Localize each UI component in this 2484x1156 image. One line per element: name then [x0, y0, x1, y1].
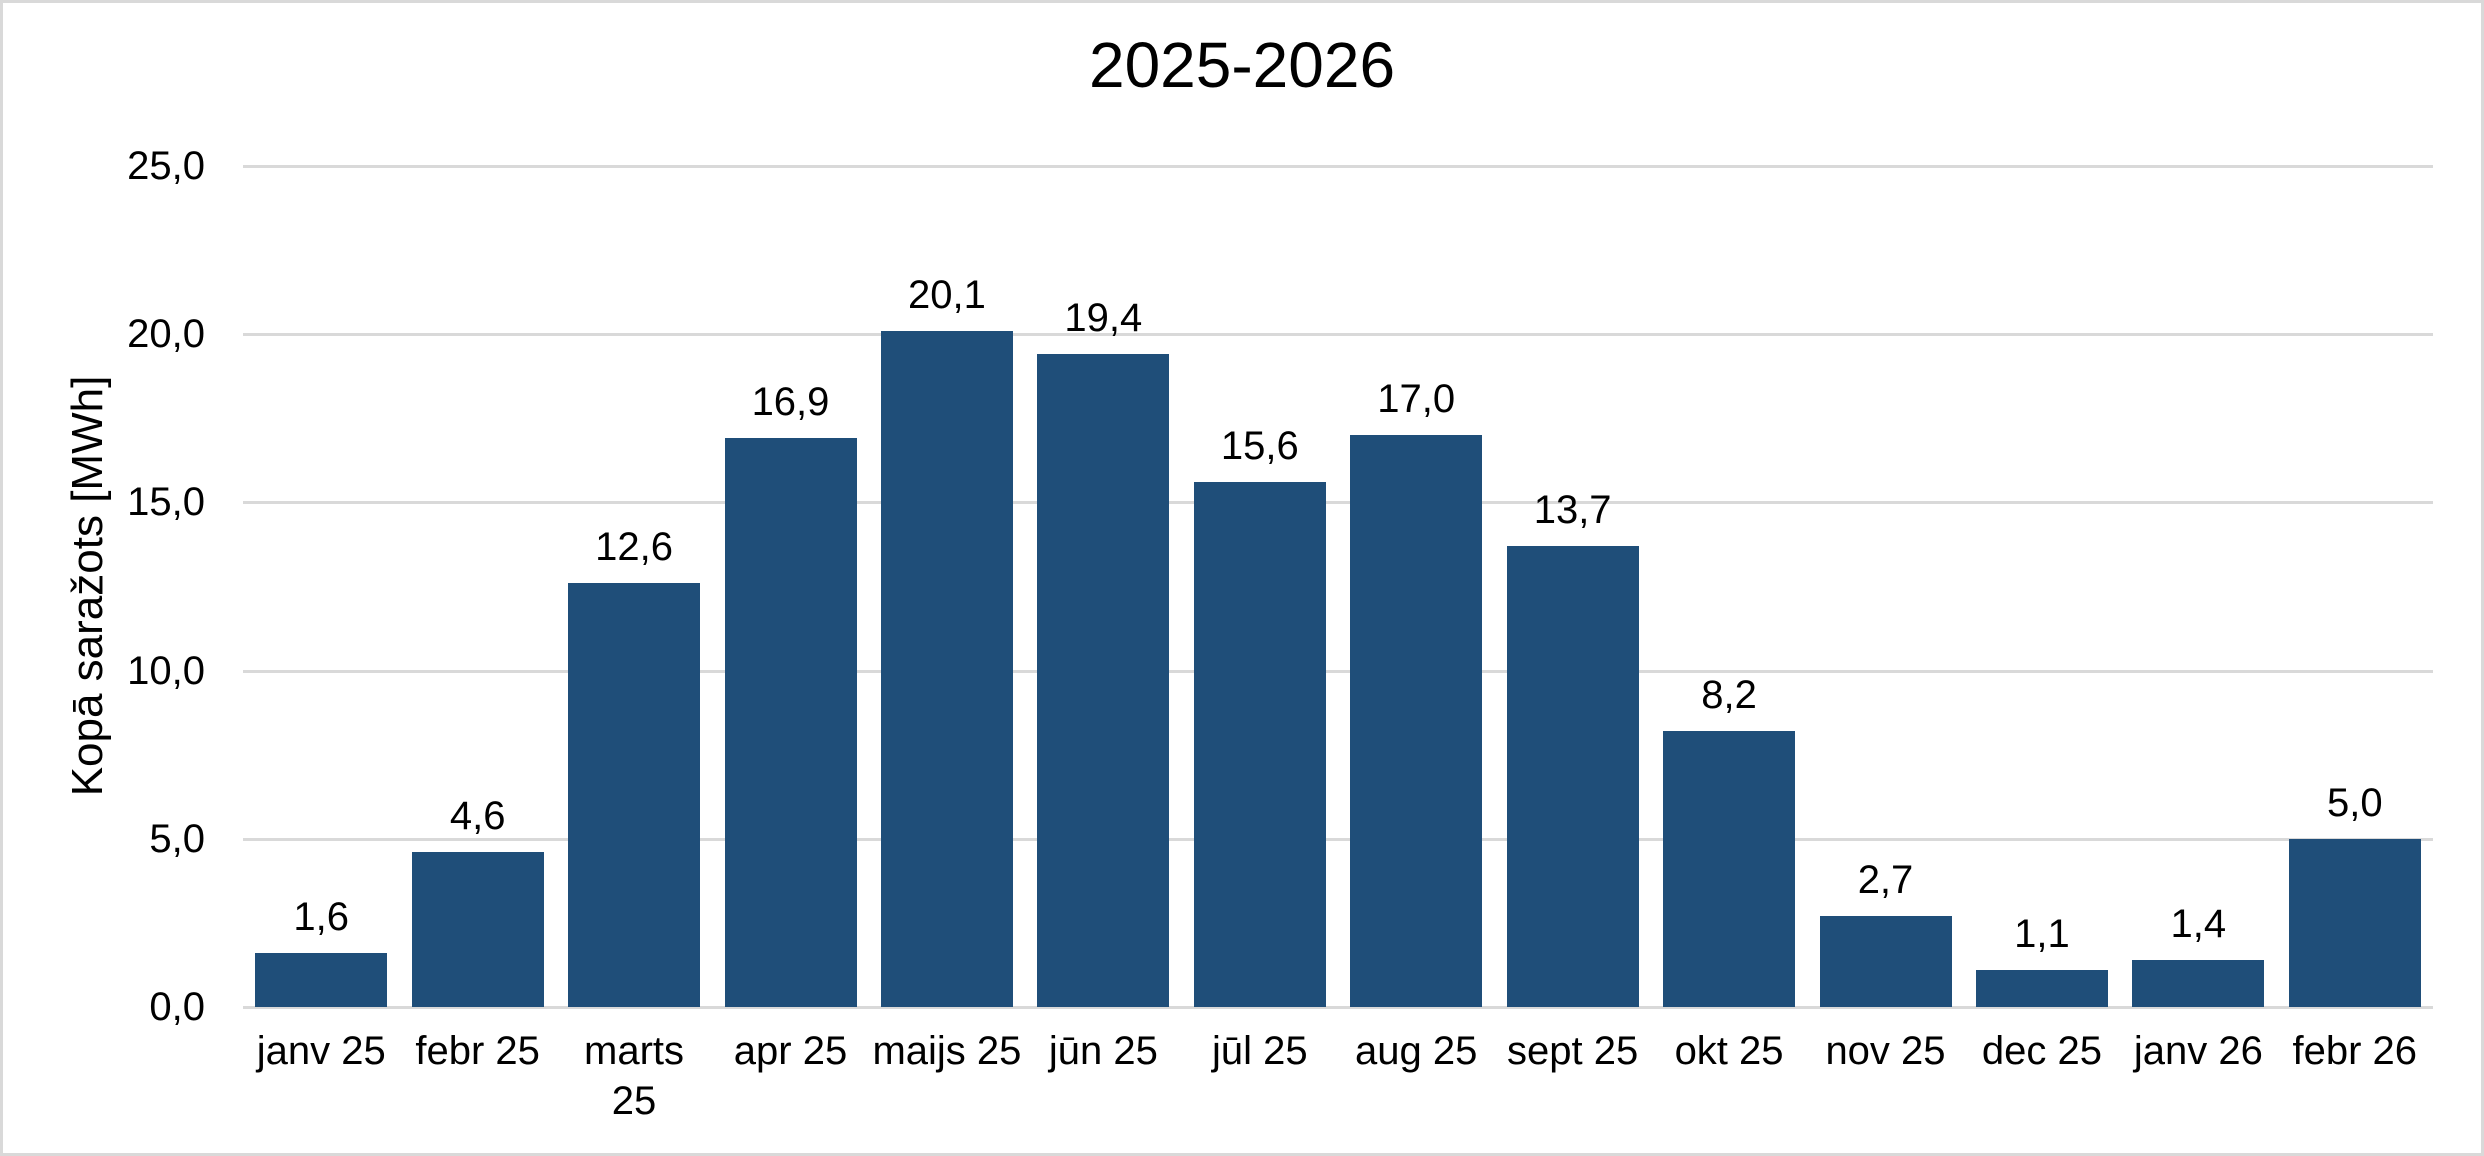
x-axis-tick-labels: janv 25 febr 25 marts 25 apr 25 maijs 25 jūn … — [243, 1026, 2433, 1146]
gridline — [243, 333, 2433, 337]
bar-value-label: 4,6 — [449, 794, 506, 839]
bar-apr-25 — [724, 438, 857, 1007]
bar-value-label: 1,1 — [2014, 912, 2070, 956]
bar-sept-25 — [1506, 546, 1639, 1007]
bar-value-label: 1,6 — [293, 895, 350, 940]
gridline — [243, 837, 2433, 841]
x-tick-label: nov 25 — [1825, 1029, 1946, 1073]
x-tick-label: janv 26 — [2133, 1029, 2263, 1073]
y-tick-label: 15,0 — [127, 480, 205, 525]
bar-value-label: 19,4 — [1064, 296, 1143, 341]
bar-value-label: 13,7 — [1533, 488, 1612, 533]
x-tick-label: febr 26 — [2292, 1029, 2418, 1073]
gridline — [243, 669, 2433, 673]
y-axis-tick-labels: 25,0 20,0 15,0 10,0 5,0 0,0 — [0, 144, 205, 1029]
x-tick-label: aug 25 — [1355, 1029, 1478, 1073]
bar-nov-25 — [1819, 916, 1952, 1007]
x-tick-label: marts 25 — [584, 1029, 685, 1123]
bar-janv-26 — [2132, 959, 2265, 1007]
bar-dec-25 — [1975, 970, 2108, 1007]
bar-febr-25 — [411, 852, 544, 1007]
bar-marts-25 — [568, 583, 701, 1007]
y-tick-label: 0,0 — [149, 985, 205, 1029]
x-axis-line — [243, 1006, 2433, 1009]
x-tick-label: febr 25 — [415, 1029, 540, 1073]
x-tick-label: jūn 25 — [1048, 1029, 1158, 1073]
bar-febr-26 — [2288, 838, 2421, 1007]
y-tick-label: 20,0 — [127, 312, 205, 357]
x-tick-label: sept 25 — [1507, 1029, 1639, 1073]
bar-value-label: 5,0 — [2326, 780, 2383, 825]
bar-value-label: 15,6 — [1220, 424, 1299, 469]
bar-janv-25 — [255, 953, 388, 1007]
bar-value-label: 12,6 — [595, 525, 673, 570]
x-tick-label: jūl 25 — [1211, 1029, 1308, 1073]
x-tick-label: dec 25 — [1981, 1029, 2102, 1073]
bar-aug-25 — [1350, 435, 1483, 1007]
bar-jūn-25 — [1037, 354, 1170, 1007]
gridline — [243, 165, 2433, 168]
plot-area: 1,6 4,6 12,6 16,9 20,1 19,4 15,6 17,0 13,7 8,2 2,7… — [243, 165, 2433, 1009]
x-tick-label: janv 25 — [256, 1029, 386, 1073]
y-tick-label: 5,0 — [149, 816, 205, 861]
x-tick-label: maijs 25 — [872, 1029, 1022, 1073]
bar-jūl-25 — [1193, 482, 1326, 1007]
bar-value-label: 17,0 — [1377, 377, 1456, 422]
x-tick-label: apr 25 — [733, 1029, 848, 1073]
bar-maijs-25 — [880, 330, 1013, 1007]
chart-title: 2025-2026 — [1088, 29, 1396, 101]
y-tick-label: 10,0 — [127, 648, 205, 693]
bar-value-label: 20,1 — [907, 272, 986, 317]
gridline — [243, 501, 2433, 505]
y-tick-label: 25,0 — [127, 144, 205, 188]
bar-value-label: 2,7 — [1857, 858, 1914, 903]
x-tick-label: okt 25 — [1674, 1029, 1784, 1073]
bar-value-label: 16,9 — [751, 380, 830, 425]
bar-okt-25 — [1663, 731, 1796, 1007]
bar-value-label: 1,4 — [2170, 901, 2227, 946]
bar-value-label: 8,2 — [1701, 673, 1757, 718]
